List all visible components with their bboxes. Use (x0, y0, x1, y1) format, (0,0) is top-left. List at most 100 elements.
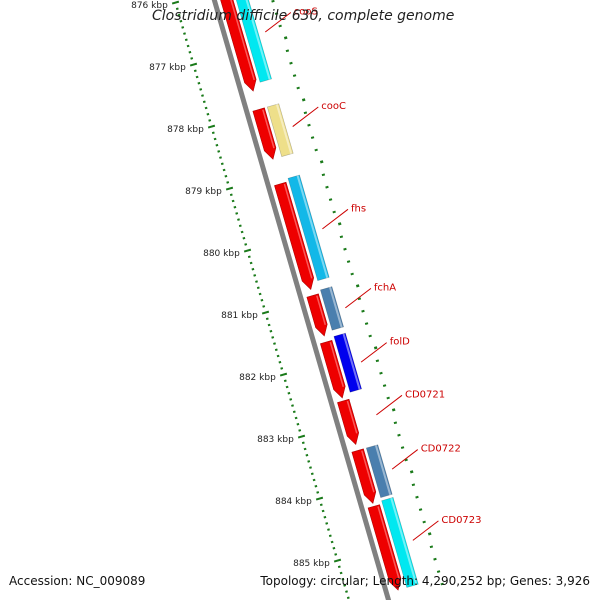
minor-tick (303, 447, 307, 451)
outer-tick (422, 520, 426, 524)
blast-hit-folD (333, 332, 362, 393)
outer-tick (325, 185, 329, 189)
minor-tick (177, 13, 181, 17)
outer-tick (409, 470, 414, 474)
outer-tick (411, 483, 416, 487)
outer-tick (292, 74, 297, 77)
cds-highlight (262, 109, 275, 149)
minor-tick (345, 590, 348, 593)
outer-tick (303, 111, 308, 115)
minor-tick (339, 571, 343, 575)
outer-tick (346, 260, 351, 263)
minor-tick (242, 236, 246, 240)
cds-highlight (316, 295, 327, 326)
minor-tick (240, 230, 244, 234)
map-title: Clostridium difficile 630, complete geno… (152, 8, 455, 24)
outer-tick (440, 582, 444, 586)
tick-label: 877 kbp (149, 63, 186, 73)
gene-label-folD: folD (390, 337, 410, 348)
minor-tick (251, 267, 255, 271)
minor-tick (274, 348, 278, 352)
gene-label-CD0721: CD0721 (405, 389, 445, 400)
blast-highlight (296, 175, 329, 279)
minor-tick (314, 484, 318, 488)
minor-tick (181, 26, 185, 29)
minor-tick (247, 255, 251, 259)
minor-tick (294, 416, 298, 420)
blast-hit-CD0723 (381, 497, 419, 588)
minor-tick (283, 379, 287, 383)
minor-tick (305, 453, 309, 457)
minor-tick (316, 491, 320, 494)
gene-label-fhs: fhs (351, 203, 366, 214)
cds-highlight (329, 341, 345, 388)
minor-tick (175, 7, 179, 11)
cds-arrow-CD0721 (337, 398, 360, 445)
minor-tick (321, 509, 325, 513)
label-leader-fchA (345, 287, 372, 309)
outer-tick (386, 396, 390, 400)
minor-tick (217, 150, 221, 153)
outer-tick (301, 98, 306, 102)
minor-tick (301, 441, 305, 445)
blast-hit-fchA (320, 286, 344, 331)
outer-tick (361, 309, 365, 313)
minor-tick (190, 57, 194, 60)
tick-label: 876 kbp (131, 1, 168, 11)
minor-tick (208, 119, 212, 122)
major-tick (171, 0, 180, 5)
minor-tick (267, 323, 271, 327)
minor-tick (298, 429, 302, 432)
outer-tick (271, 0, 275, 3)
minor-tick (213, 137, 217, 141)
label-leader-cooC (292, 106, 319, 127)
blast-highlight (275, 103, 293, 155)
major-tick (297, 434, 306, 439)
blast-highlight (245, 0, 271, 80)
tick-label: 883 kbp (257, 435, 294, 445)
tick-label: 880 kbp (203, 249, 240, 259)
outer-tick (314, 148, 318, 152)
outer-tick (429, 545, 434, 549)
cds-highlight (230, 0, 255, 81)
outer-tick (433, 557, 437, 561)
outer-tick (350, 272, 354, 276)
minor-tick (193, 69, 197, 73)
tick-label: 879 kbp (185, 187, 222, 197)
cds-arrow-cooS (220, 0, 257, 92)
minor-tick (258, 292, 262, 296)
gene-label-CD0722: CD0722 (421, 444, 461, 455)
cds-arrow-CD0722 (351, 448, 377, 504)
outer-tick (321, 173, 326, 177)
outer-tick (307, 123, 311, 127)
gene-label-cooC: cooC (321, 101, 346, 112)
minor-tick (186, 44, 190, 48)
major-tick (189, 62, 198, 67)
outer-tick (415, 495, 419, 499)
label-leader-CD0722 (391, 449, 419, 470)
cds-arrow-folD (320, 340, 346, 399)
minor-tick (260, 298, 264, 302)
outer-tick (397, 433, 401, 437)
cds-highlight (346, 400, 358, 434)
minor-tick (238, 224, 242, 228)
major-tick (243, 248, 252, 253)
minor-tick (249, 261, 253, 265)
minor-tick (195, 75, 199, 79)
minor-tick (341, 577, 345, 581)
minor-tick (330, 540, 334, 544)
minor-tick (289, 398, 293, 401)
minor-tick (222, 168, 226, 172)
accession-text: Accession: NC_009089 (9, 574, 146, 588)
minor-tick (226, 181, 230, 184)
outer-tick (283, 36, 288, 40)
minor-tick (219, 156, 222, 159)
minor-tick (204, 106, 208, 110)
minor-tick (325, 522, 329, 525)
cds-arrow-fchA (306, 293, 328, 337)
outer-tick (400, 446, 405, 449)
tick-label: 884 kbp (275, 497, 312, 507)
gene-label-CD0723: CD0723 (441, 515, 481, 526)
minor-tick (346, 596, 350, 600)
outer-tick (343, 247, 347, 251)
